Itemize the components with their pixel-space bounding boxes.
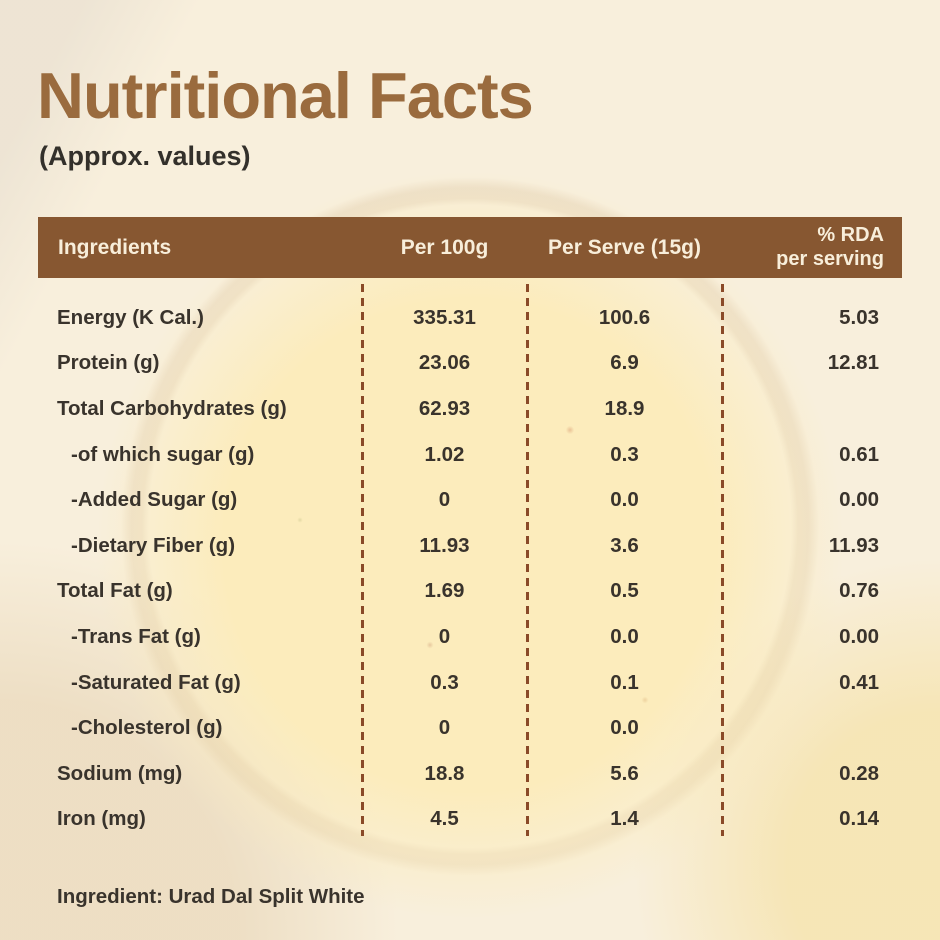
row-per-serve: 0.3 [610,442,639,466]
row-rda: 0.41 [839,670,879,694]
column-divider-2 [526,284,529,836]
row-per-100g: 4.5 [430,807,459,831]
table-row: Sodium (mg) 18.8 5.6 0.28 [38,751,902,797]
row-per-serve: 6.9 [610,351,639,375]
row-label: -Trans Fat (g) [71,624,201,648]
row-per-100g: 11.93 [419,533,470,557]
table-header: Ingredients Per 100g Per Serve (15g) % R… [38,217,902,278]
row-per-serve: 0.0 [610,624,639,648]
table-row: -Dietary Fiber (g) 11.93 3.6 11.93 [38,523,902,569]
table-row: Iron (mg) 4.5 1.4 0.14 [38,797,902,843]
row-label: Sodium (mg) [57,761,183,785]
row-label: -Cholesterol (g) [71,716,223,740]
row-per-100g: 0 [438,624,451,648]
column-divider-3 [721,284,724,836]
row-per-100g: 1.69 [424,579,465,603]
row-label: Protein (g) [57,351,160,375]
row-per-100g: 0.3 [430,670,459,694]
row-per-100g: 1.02 [424,442,465,466]
row-per-serve: 1.4 [610,807,639,831]
row-per-serve: 5.6 [610,761,639,785]
row-label: Iron (mg) [57,807,146,831]
row-per-serve: 0.0 [610,488,639,512]
row-per-serve: 0.5 [610,579,639,603]
column-divider-1 [361,284,364,836]
row-rda: 0.00 [839,624,879,648]
row-per-100g: 23.06 [418,351,471,375]
row-per-serve: 18.9 [604,396,645,420]
table-row: -Saturated Fat (g) 0.3 0.1 0.41 [38,660,902,706]
row-rda: 0.61 [839,442,879,466]
row-per-100g: 0 [438,716,451,740]
page-subtitle: (Approx. values) [39,141,251,171]
table-row: -Added Sugar (g) 0 0.0 0.00 [38,477,902,523]
column-header-rda-line1: % RDA [817,223,884,246]
row-per-serve: 0.1 [610,670,639,694]
row-label: Total Fat (g) [57,579,173,603]
table-row: -Trans Fat (g) 0 0.0 0.00 [38,614,902,660]
row-label: -Dietary Fiber (g) [71,533,236,557]
table-row: Total Carbohydrates (g) 62.93 18.9 [38,386,902,432]
row-rda: 0.76 [839,579,879,603]
column-header-per-100g: Per 100g [400,235,489,259]
row-rda: 12.81 [827,351,879,375]
row-rda: 0.00 [839,488,879,512]
row-rda: 0.28 [839,761,879,785]
row-label: -Added Sugar (g) [71,488,238,512]
row-label: -of which sugar (g) [71,442,255,466]
ingredient-note: Ingredient: Urad Dal Split White [57,885,365,908]
row-rda: 5.03 [839,305,879,329]
table-row: Total Fat (g) 1.69 0.5 0.76 [38,569,902,615]
row-rda: 11.93 [828,533,879,557]
row-per-100g: 0 [438,488,451,512]
row-per-serve: 0.0 [610,716,639,740]
table-row: Energy (K Cal.) 335.31 100.6 5.03 [38,295,902,341]
row-label: -Saturated Fat (g) [71,670,241,694]
row-per-100g: 18.8 [424,761,465,785]
row-rda: 0.14 [839,807,879,831]
row-per-100g: 62.93 [418,396,471,420]
table-body: Energy (K Cal.) 335.31 100.6 5.03 Protein (g… [38,295,902,842]
column-header-rda-line2: per serving [776,247,884,270]
column-header-ingredients: Ingredients [58,235,172,259]
table-row: -of which sugar (g) 1.02 0.3 0.61 [38,432,902,478]
page-title: Nutritional Facts [37,59,534,132]
row-per-serve: 3.6 [610,533,639,557]
row-per-100g: 335.31 [413,305,476,329]
column-header-rda-per-serving: % RDA per serving [722,224,902,271]
row-per-serve: 100.6 [598,305,651,329]
row-label: Total Carbohydrates (g) [57,396,287,420]
table-row: Protein (g) 23.06 6.9 12.81 [38,341,902,387]
column-header-per-serve: Per Serve (15g) [548,235,701,259]
row-label: Energy (K Cal.) [57,305,204,329]
table-row: -Cholesterol (g) 0 0.0 [38,705,902,751]
